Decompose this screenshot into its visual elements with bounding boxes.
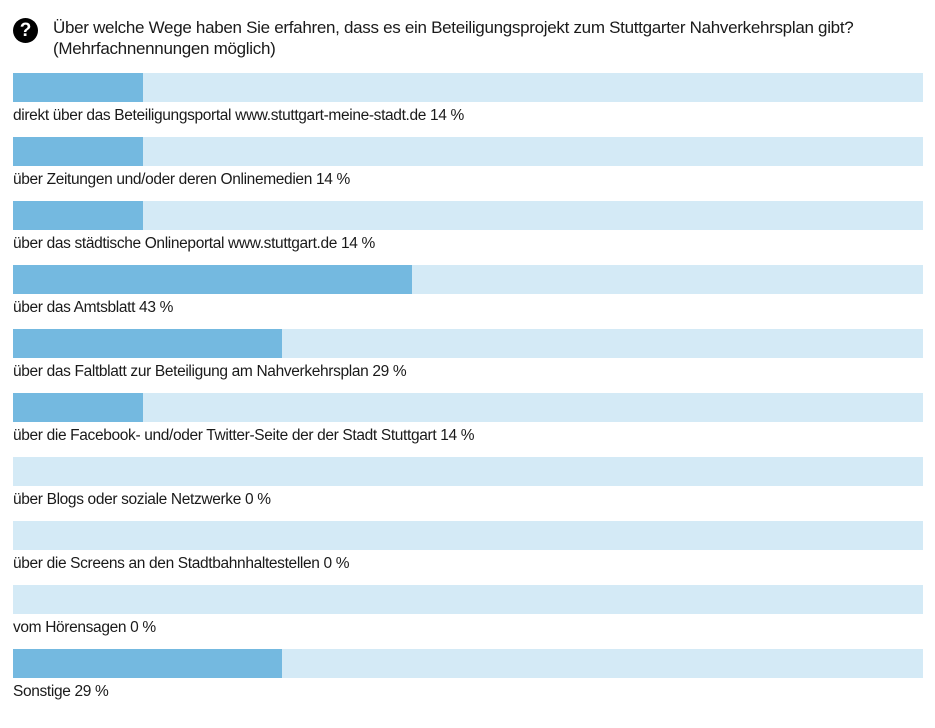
bar-label: über das Amtsblatt 43 % xyxy=(13,299,173,317)
unit-label: % xyxy=(257,491,271,508)
value-label: 29 xyxy=(74,683,92,700)
category-label: vom Hörensagen xyxy=(13,619,127,636)
bar-label: direkt über das Beteiligungsportal www.s… xyxy=(13,107,464,125)
bar-label: vom Hörensagen 0 % xyxy=(13,619,156,637)
bar-track xyxy=(13,329,923,358)
bar-fill xyxy=(13,649,283,678)
unit-label: % xyxy=(450,107,465,124)
category-label: über das städtische Onlineportal www.stu… xyxy=(13,235,338,252)
value-label: 0 xyxy=(244,491,254,508)
question-circle-icon: ? xyxy=(13,18,38,43)
bar-label: über Zeitungen und/oder deren Onlinemedi… xyxy=(13,171,350,189)
category-label: direkt über das Beteiligungsportal www.s… xyxy=(13,107,427,124)
bar-track xyxy=(13,521,923,550)
bar-label: über das Faltblatt zur Beteiligung am Na… xyxy=(13,363,407,381)
bar-label: Sonstige 29 % xyxy=(13,683,109,701)
unit-label: % xyxy=(335,555,350,572)
result-row: direkt über das Beteiligungsportal www.s… xyxy=(13,73,923,137)
bar-track xyxy=(13,585,923,614)
result-row: über das Amtsblatt 43 % xyxy=(13,265,923,329)
result-row: über das städtische Onlineportal www.stu… xyxy=(13,201,923,265)
result-row: über das Faltblatt zur Beteiligung am Na… xyxy=(13,329,923,393)
bar-fill xyxy=(13,329,283,358)
question-text: Über welche Wege haben Sie erfahren, das… xyxy=(53,17,923,59)
bar-track xyxy=(13,137,923,166)
result-row: über Zeitungen und/oder deren Onlinemedi… xyxy=(13,137,923,201)
value-label: 29 xyxy=(372,363,389,380)
value-label: 14 xyxy=(440,427,457,444)
unit-label: % xyxy=(460,427,475,444)
unit-label: % xyxy=(142,619,156,636)
unit-label: % xyxy=(95,683,109,700)
question-header: ? Über welche Wege haben Sie erfahren, d… xyxy=(13,17,923,59)
question-title: Über welche Wege haben Sie erfahren, das… xyxy=(53,18,854,37)
category-label: über das Faltblatt zur Beteiligung am Na… xyxy=(13,363,369,380)
bar-fill xyxy=(13,137,143,166)
value-label: 14 xyxy=(430,107,447,124)
result-row: Sonstige 29 % xyxy=(13,649,923,713)
bar-label: über Blogs oder soziale Netzwerke 0 % xyxy=(13,491,271,509)
result-row: über Blogs oder soziale Netzwerke 0 % xyxy=(13,457,923,521)
category-label: über Blogs oder soziale Netzwerke xyxy=(13,491,241,508)
category-label: über Zeitungen und/oder deren Onlinemedi… xyxy=(13,171,312,188)
bar-track xyxy=(13,201,923,230)
bar-track xyxy=(13,457,923,486)
bar-track xyxy=(13,265,923,294)
bar-track xyxy=(13,73,923,102)
bar-fill xyxy=(13,393,143,422)
result-row: über die Facebook- und/oder Twitter-Seit… xyxy=(13,393,923,457)
unit-label: % xyxy=(361,235,376,252)
question-note: (Mehrfachnennungen möglich) xyxy=(53,39,276,58)
result-row: über die Screens an den Stadtbahnhaltest… xyxy=(13,521,923,585)
result-row: vom Hörensagen 0 % xyxy=(13,585,923,649)
bar-label: über die Screens an den Stadtbahnhaltest… xyxy=(13,555,350,573)
category-label: Sonstige xyxy=(13,683,71,700)
unit-label: % xyxy=(392,363,407,380)
value-label: 0 xyxy=(130,619,139,636)
category-label: über das Amtsblatt xyxy=(13,299,136,316)
value-label: 43 xyxy=(139,299,156,316)
value-label: 0 xyxy=(323,555,333,572)
value-label: 14 xyxy=(315,171,333,188)
bar-fill xyxy=(13,265,413,294)
unit-label: % xyxy=(159,299,174,316)
category-label: über die Screens an den Stadtbahnhaltest… xyxy=(13,555,320,572)
bar-label: über die Facebook- und/oder Twitter-Seit… xyxy=(13,427,475,445)
bar-track xyxy=(13,393,923,422)
bar-fill xyxy=(13,201,143,230)
bar-label: über das städtische Onlineportal www.stu… xyxy=(13,235,375,253)
results-chart: direkt über das Beteiligungsportal www.s… xyxy=(13,73,923,713)
unit-label: % xyxy=(336,171,350,188)
bar-track xyxy=(13,649,923,678)
category-label: über die Facebook- und/oder Twitter-Seit… xyxy=(13,427,437,444)
value-label: 14 xyxy=(341,235,358,252)
bar-fill xyxy=(13,73,143,102)
